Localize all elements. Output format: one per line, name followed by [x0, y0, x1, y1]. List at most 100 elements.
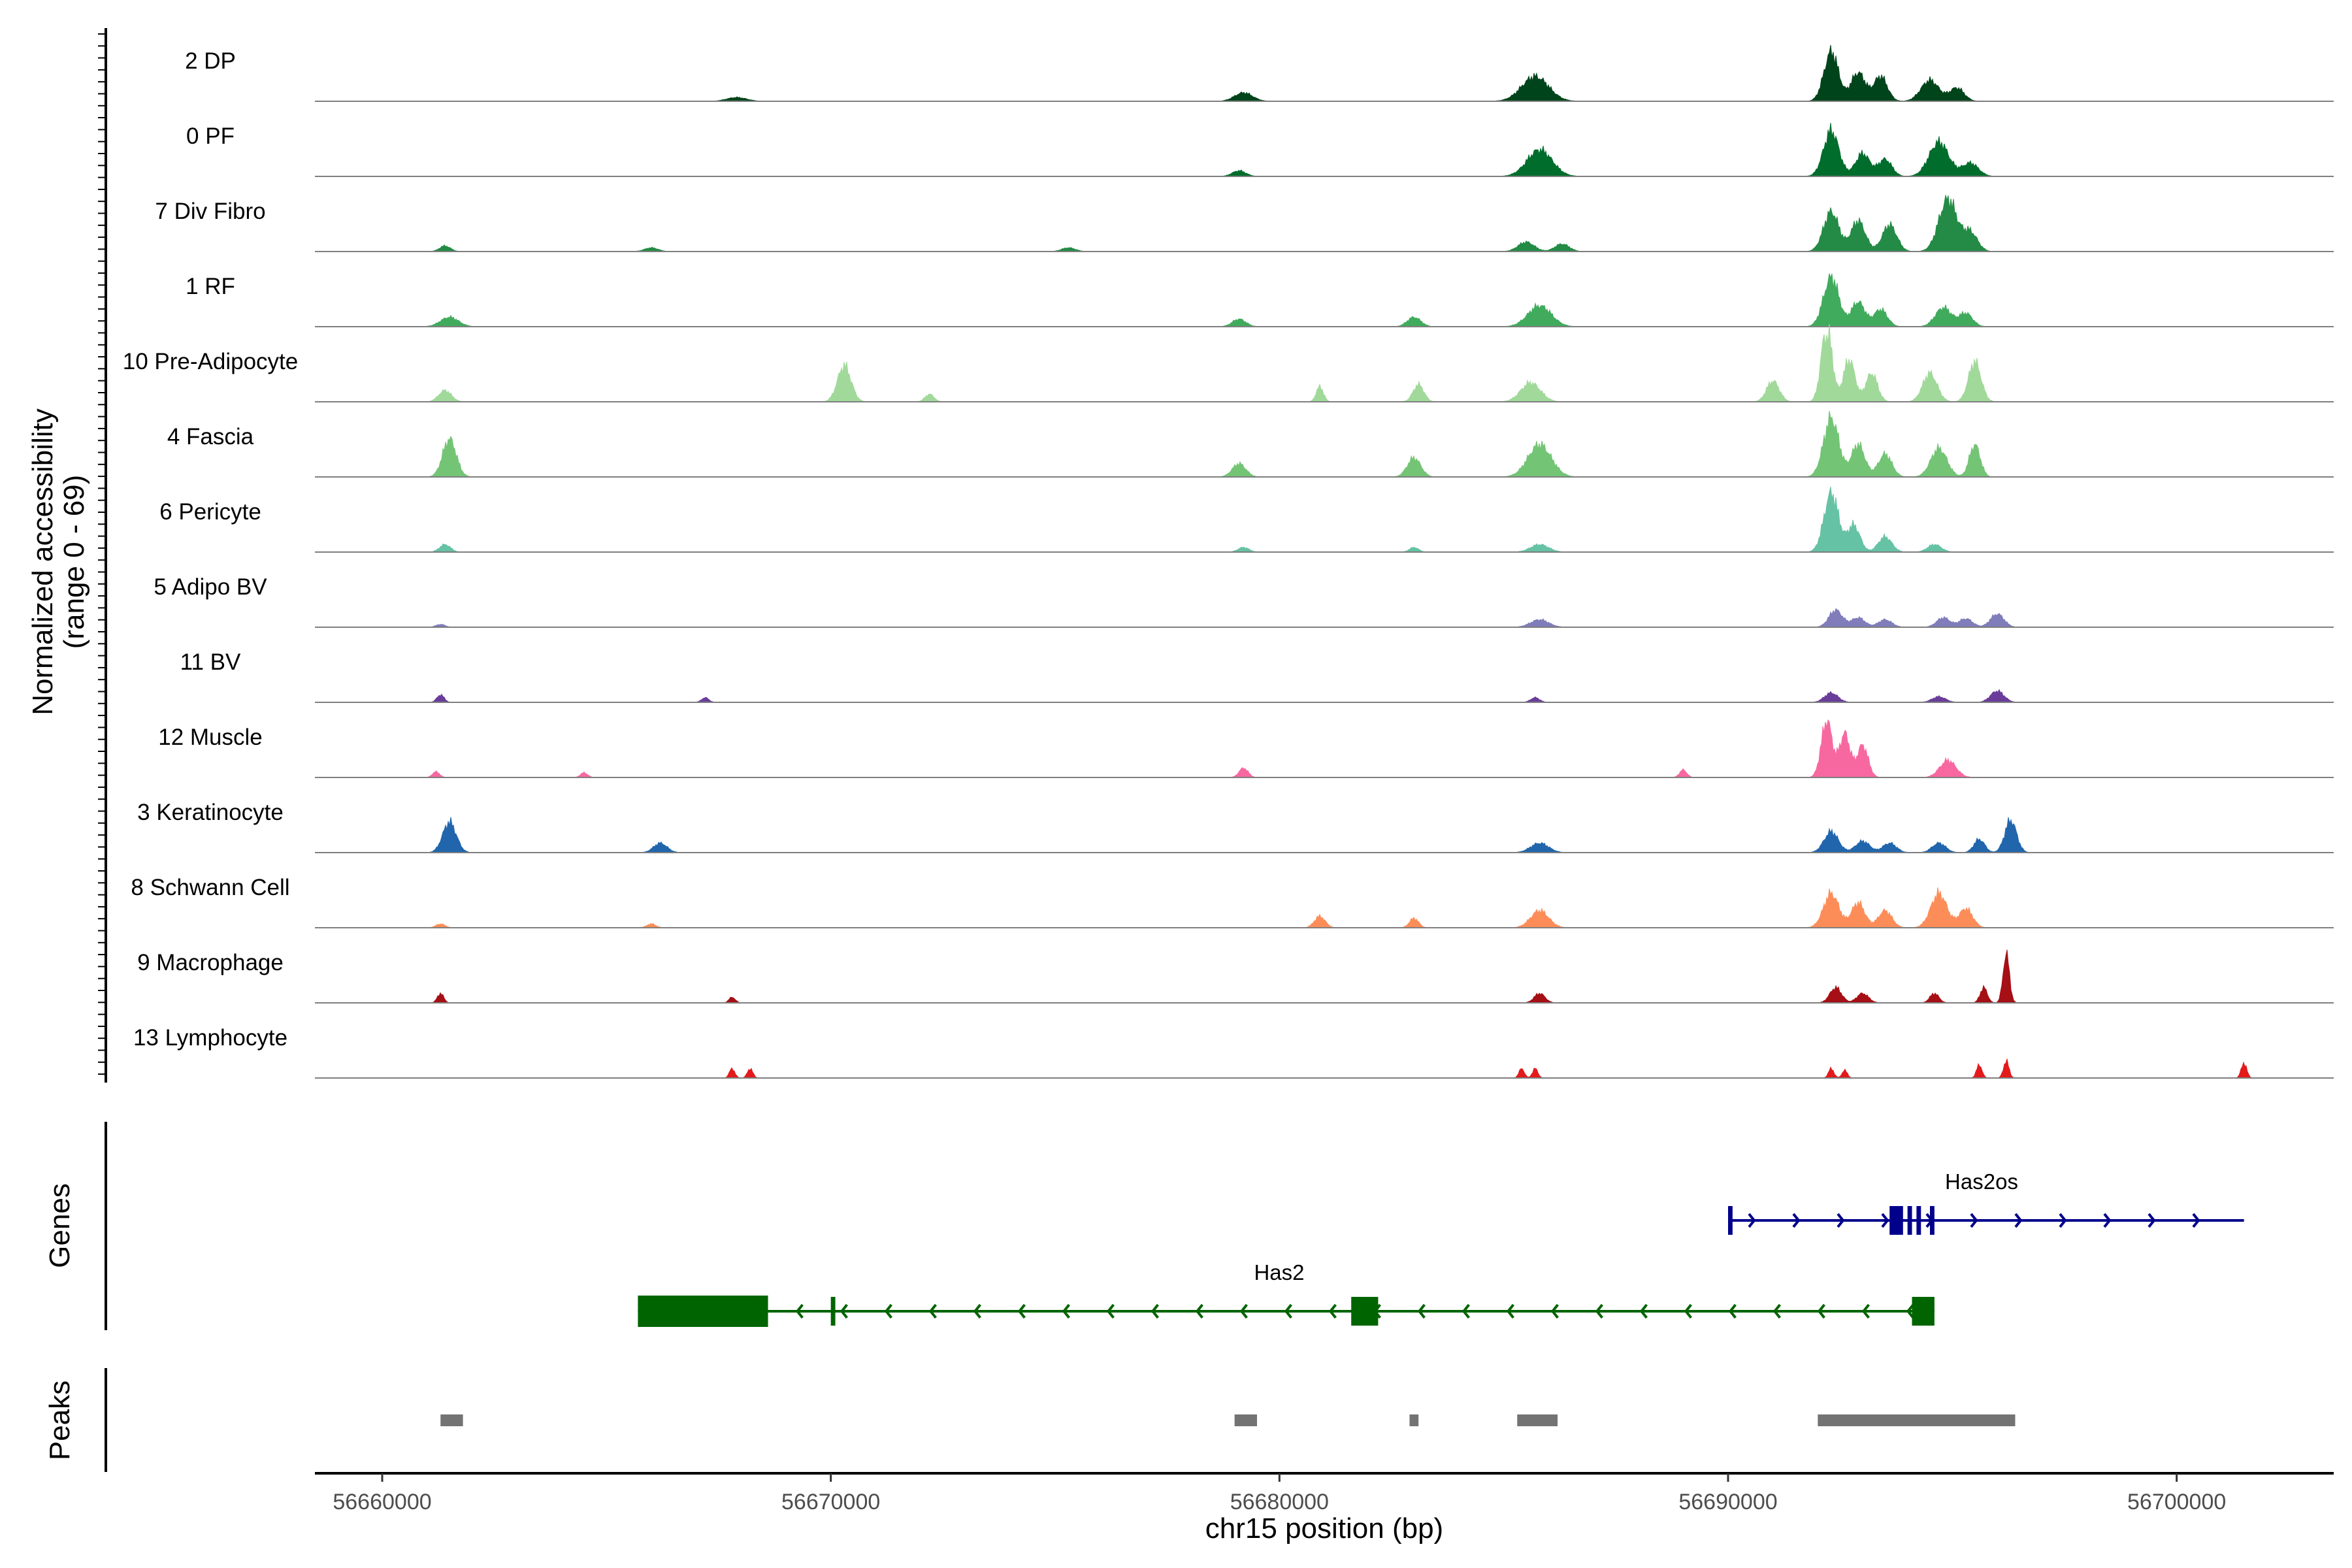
track-label: 7 Div Fibro: [155, 199, 265, 224]
track-coverage-area: [315, 195, 2334, 252]
strand-arrow: [1239, 1303, 1248, 1319]
track-coverage-area: [315, 323, 2334, 402]
track-label: 1 RF: [186, 274, 235, 299]
track-coverage-area: [315, 123, 2334, 177]
track-coverage-area: [315, 273, 2334, 327]
strand-arrow: [1151, 1303, 1159, 1319]
track-coverage-area: [315, 410, 2334, 478]
strand-arrow: [2059, 1213, 2067, 1228]
track-3: 7 Div Fibro: [155, 195, 2334, 252]
track-4: 1 RF: [186, 273, 2334, 327]
strand-arrow: [928, 1303, 937, 1319]
track-1: 2 DP: [185, 44, 2334, 102]
strand-arrow: [795, 1303, 804, 1319]
strand-arrow: [1970, 1213, 1978, 1228]
track-12: 8 Schwann Cell: [131, 875, 2334, 928]
gene-exon: [1351, 1297, 1379, 1326]
x-tick-label: 56700000: [2127, 1490, 2226, 1514]
track-label: 8 Schwann Cell: [131, 875, 289, 900]
y-axis-title: Normalized accessibility: [27, 408, 59, 715]
strand-arrow: [1772, 1303, 1781, 1319]
genes-panel: Genes Has2os Has2: [44, 1122, 2244, 1330]
track-coverage-area: [315, 887, 2334, 928]
accessibility-y-axis: [98, 28, 107, 1083]
strand-arrow: [1861, 1303, 1870, 1319]
strand-arrow: [1106, 1303, 1115, 1319]
track-7: 6 Pericyte: [159, 486, 2334, 553]
track-8: 5 Adipo BV: [154, 574, 2334, 628]
strand-arrow: [1906, 1303, 1914, 1319]
strand-arrow: [1195, 1303, 1203, 1319]
strand-arrow: [1506, 1303, 1514, 1319]
track-label: 10 Pre-Adipocyte: [123, 349, 298, 374]
strand-arrow: [1881, 1213, 1889, 1228]
gene-exon: [1728, 1206, 1733, 1235]
strand-arrow: [1595, 1303, 1603, 1319]
peak-region: [1818, 1414, 2016, 1426]
track-label: 9 Macrophage: [137, 950, 284, 975]
gene-exon: [830, 1297, 836, 1326]
track-label: 4 Fascia: [167, 424, 254, 449]
strand-arrow: [973, 1303, 981, 1319]
track-13: 9 Macrophage: [137, 949, 2334, 1004]
track-9: 11 BV: [180, 649, 2334, 703]
strand-arrow: [1639, 1303, 1648, 1319]
x-tick-label: 56680000: [1230, 1490, 1329, 1514]
track-label: 11 BV: [180, 649, 241, 675]
track-11: 3 Keratinocyte: [137, 800, 2334, 853]
x-tick-label: 56660000: [333, 1490, 431, 1514]
genes-track-label: Genes: [44, 1183, 76, 1268]
gene-label: Has2: [1254, 1260, 1304, 1284]
x-tick-label: 56670000: [781, 1490, 880, 1514]
strand-arrow: [1017, 1303, 1026, 1319]
gene-exon: [1889, 1206, 1903, 1235]
strand-arrow: [840, 1303, 848, 1319]
strand-arrow: [1728, 1303, 1737, 1319]
strand-arrow: [2192, 1213, 2200, 1228]
track-label: 12 Muscle: [158, 725, 263, 750]
accessibility-tracks: 2 DP 0 PF 7 Div Fibro 1 RF 10 Pre-Adipocyte 4…: [123, 44, 2334, 1079]
peak-region: [1234, 1414, 1257, 1426]
x-axis-title: chr15 position (bp): [1205, 1512, 1443, 1544]
strand-arrow: [1417, 1303, 1426, 1319]
track-coverage-area: [315, 719, 2334, 778]
strand-arrow: [1817, 1303, 1825, 1319]
gene-has2os: Has2os: [1728, 1169, 2244, 1235]
track-coverage-area: [315, 44, 2334, 102]
track-label: 13 Lymphocyte: [133, 1025, 287, 1051]
track-coverage-area: [315, 608, 2334, 628]
x-axis: 56660000 56670000 56680000 56690000 56700000…: [315, 1472, 2334, 1544]
track-14: 13 Lymphocyte: [133, 1025, 2334, 1079]
gene-exon: [638, 1296, 768, 1327]
strand-arrow: [1062, 1303, 1070, 1319]
y-axis-range: (range 0 - 69): [58, 475, 90, 649]
peaks-track-label: Peaks: [44, 1380, 76, 1460]
gene-exon: [1912, 1297, 1935, 1326]
peaks-panel: Peaks: [44, 1368, 2016, 1472]
gene-has2: Has2: [638, 1260, 1935, 1327]
track-coverage-area: [315, 817, 2334, 853]
gene-label: Has2os: [1945, 1169, 2018, 1194]
gene-exon: [1930, 1206, 1935, 1235]
strand-arrow: [1328, 1303, 1337, 1319]
track-2: 0 PF: [186, 123, 2334, 177]
strand-arrow: [884, 1303, 892, 1319]
track-label: 6 Pericyte: [159, 499, 261, 525]
strand-arrow: [1837, 1213, 1845, 1228]
peak-region: [1517, 1414, 1558, 1426]
track-label: 0 PF: [186, 123, 235, 149]
gene-exon: [1907, 1206, 1912, 1235]
peak-region: [1409, 1414, 1419, 1426]
track-5: 10 Pre-Adipocyte: [123, 323, 2334, 402]
track-label: 5 Adipo BV: [154, 574, 267, 600]
track-10: 12 Muscle: [158, 719, 2334, 778]
strand-arrow: [1462, 1303, 1470, 1319]
track-label: 2 DP: [185, 48, 236, 74]
track-coverage-area: [315, 1058, 2334, 1079]
track-coverage-area: [315, 689, 2334, 703]
gene-exon: [1916, 1206, 1921, 1235]
strand-arrow: [2103, 1213, 2112, 1228]
strand-arrow: [2014, 1213, 2023, 1228]
strand-arrow: [1684, 1303, 1692, 1319]
